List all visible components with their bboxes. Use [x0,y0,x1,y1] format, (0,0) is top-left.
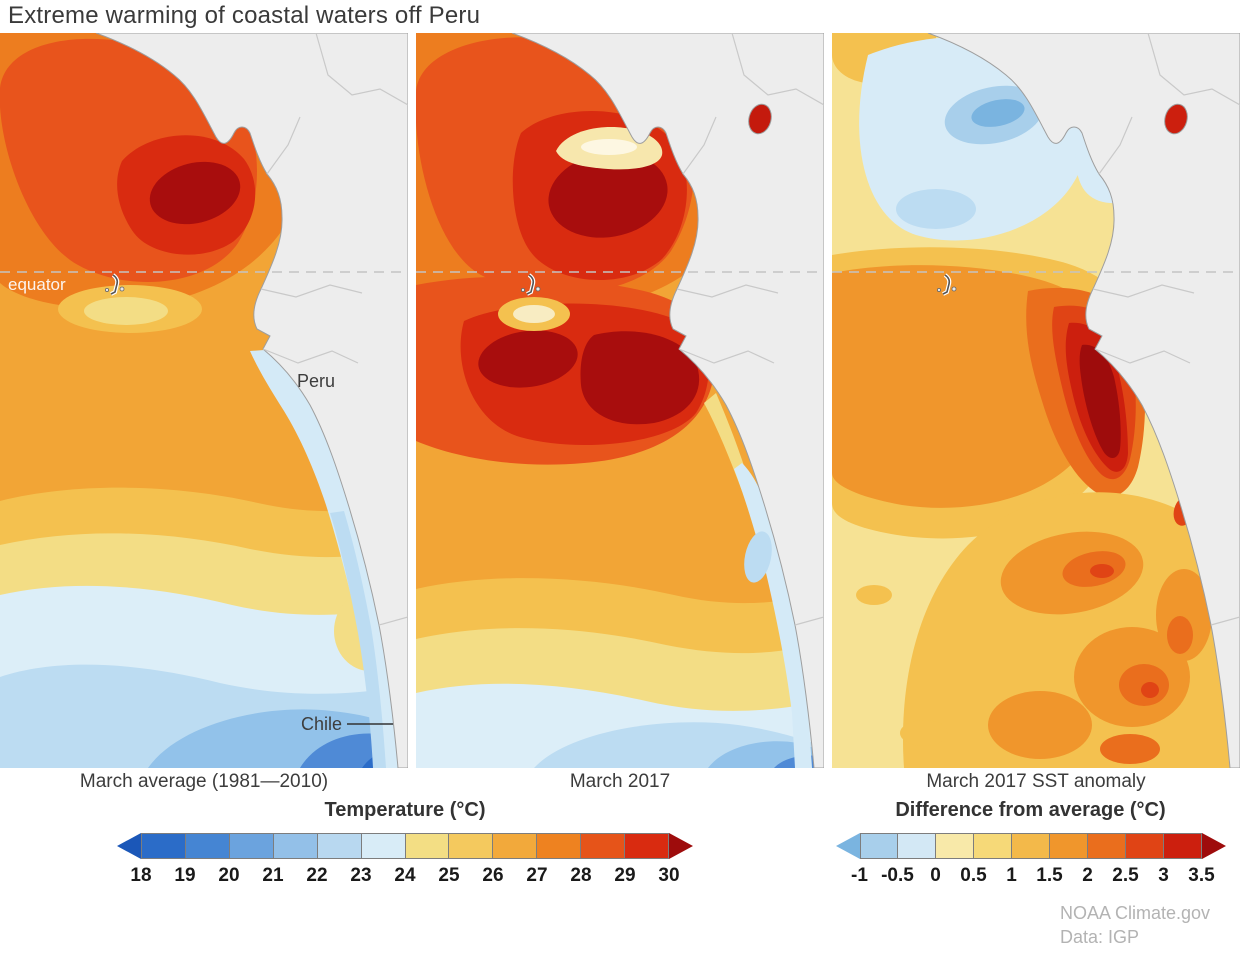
colorbar-segment [185,834,230,858]
colorbar-segment [625,834,669,858]
chile-label: Chile [301,714,342,734]
colorbar-tick-labels: 18 19 20 21 22 23 24 25 26 27 28 29 30 [130,863,679,891]
colorbar-tick-label: 3 [1158,865,1169,886]
panel-march-average: equator Peru Chile [0,33,408,768]
colorbar-tick-label: 2 [1082,865,1093,886]
colorbar-tick-label: 1 [1006,865,1017,886]
coastal-upwelling-band [734,463,812,768]
map-caption-anomaly: March 2017 SST anomaly [926,771,1146,792]
colorbar-tick-label: 3.5 [1188,865,1215,886]
colorbar-tick-label: 19 [174,865,196,886]
colorbar-segment [974,834,1013,858]
colorbar-segment [1012,834,1050,858]
colorbar-tick-label: 0.5 [960,865,987,886]
colorbar-segment [142,834,186,858]
page-title: Extreme warming of coastal waters off Pe… [8,2,481,29]
colorbar-segment [273,834,318,858]
peru-label: Peru [297,371,335,391]
colorbar-tick-label: 18 [130,865,152,886]
colorbar-segment [1163,834,1201,858]
equator-label: equator [8,275,66,294]
colorbar-tick-label: 21 [262,865,284,886]
colorbar-tick-label: 25 [438,865,460,886]
anomaly-colorbar: Difference from average (°C) -1 -0.5 0 0.5 1… [828,799,1233,891]
colorbar-segments [141,833,669,859]
colorbar-segment [229,834,274,858]
colorbar-tick-label: 27 [526,865,548,886]
colorbar-tick-label: 28 [570,865,592,886]
colorbar-left-arrow [835,833,860,859]
colorbar-tick-label: 0 [930,865,941,886]
colorbar-segment [449,834,494,858]
lake-maracaibo [1164,103,1188,135]
colorbar-segment [537,834,582,858]
colorbar-tick-label: 30 [658,865,680,886]
colorbar-segment [581,834,626,858]
lake-maracaibo [748,103,772,135]
anomaly-colorbar-title: Difference from average (°C) [895,799,1166,821]
map-sst-anomaly [832,33,1240,768]
colorbar-tick-labels: -1 -0.5 0 0.5 1 1.5 2 2.5 3 3.5 [851,863,1215,891]
temperature-colorbar-title: Temperature (°C) [324,799,486,821]
colorbar-tick-label: 20 [218,865,240,886]
map-panels-row: equator Peru Chile [0,33,1240,768]
colorbar-tick-label: -0.5 [881,865,914,886]
colorbar-left-arrow [117,833,141,859]
colorbar-segment [1049,834,1088,858]
colorbar-tick-label: 1.5 [1036,865,1063,886]
colorbar-segment [936,834,975,858]
map-march-2017 [416,33,824,768]
colorbar-tick-label: 2.5 [1112,865,1139,886]
colorbar-segment [898,834,937,858]
colorbar-segment [1087,834,1126,858]
colorbar-tick-label: 22 [306,865,328,886]
colorbar-right-arrow [1201,833,1226,859]
map-caption-average: March average (1981—2010) [79,771,329,792]
colorbar-tick-label: 23 [350,865,372,886]
colorbar-right-arrow [669,833,693,859]
credits: NOAA Climate.gov Data: IGP [1060,901,1210,950]
colorbar-segment [493,834,538,858]
colorbar-tick-label: 24 [394,865,416,886]
credit-noaa: NOAA Climate.gov [1060,903,1211,923]
map-march-average: equator Peru Chile [0,33,408,768]
temperature-colorbar: Temperature (°C) 18 19 20 21 22 23 24 25 26 27 28 2… [105,799,705,891]
credit-data-source: Data: IGP [1060,927,1140,948]
colorbar-segment [405,834,450,858]
colorbar-segment [361,834,406,858]
captions-row: March average (1981—2010) March 2017 Mar… [0,771,1240,793]
map-caption-2017: March 2017 [569,771,671,792]
panel-sst-anomaly [832,33,1240,768]
colorbar-tick-label: -1 [851,865,868,886]
colorbar-tick-label: 26 [482,865,504,886]
colorbar-segment [860,834,899,858]
colorbar-segments [859,833,1202,859]
colorbar-tick-label: 29 [614,865,636,886]
colorbar-segment [317,834,362,858]
panel-march-2017 [416,33,824,768]
colorbar-segment [1125,834,1164,858]
